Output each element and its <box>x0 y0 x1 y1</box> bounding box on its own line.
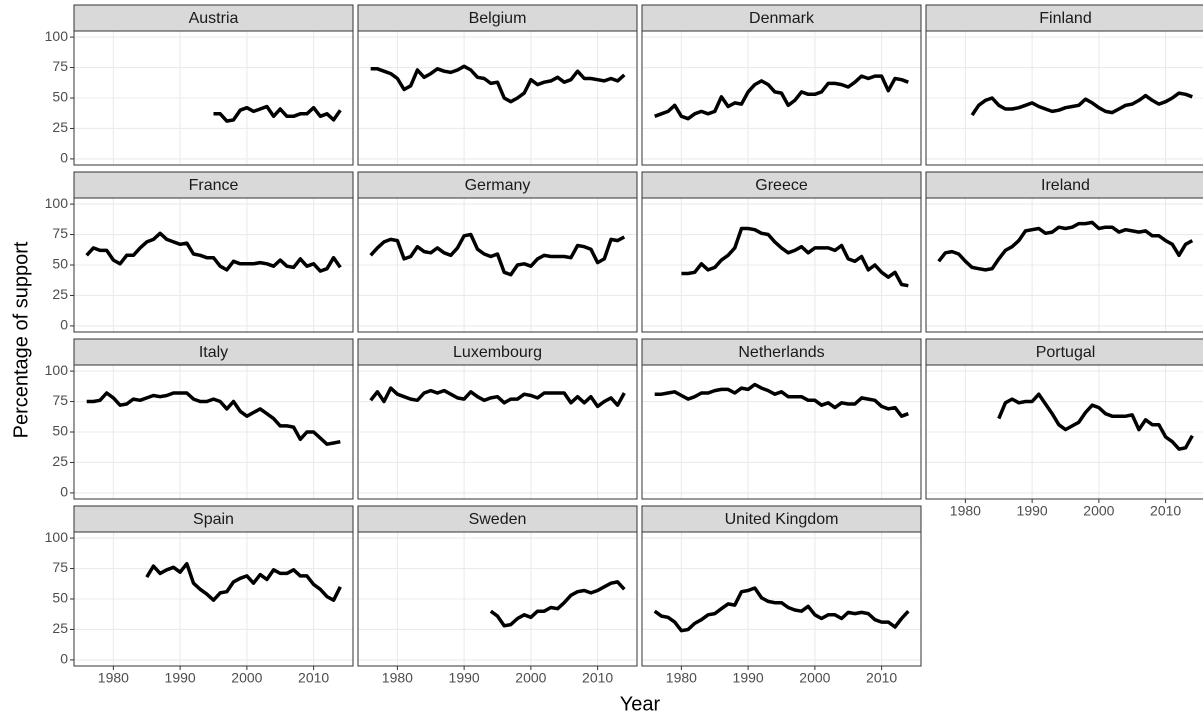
panel-title: Portugal <box>1036 344 1096 361</box>
x-tick-label: 2010 <box>298 670 329 686</box>
data-line <box>369 386 626 409</box>
x-tick-label: 1990 <box>1017 503 1048 519</box>
panel-border <box>357 531 638 667</box>
x-tick-label: 2000 <box>515 670 546 686</box>
panel-title: Austria <box>189 10 239 27</box>
panel-border <box>925 364 1203 500</box>
panel-border <box>641 364 922 500</box>
x-tick-label: 1990 <box>165 670 196 686</box>
strip <box>641 171 922 199</box>
strip <box>357 4 638 32</box>
strip <box>73 338 354 366</box>
y-tick-label: 75 <box>52 58 68 74</box>
strip <box>925 171 1203 199</box>
panel-title: United Kingdom <box>725 511 839 528</box>
y-tick-label: 0 <box>60 150 68 166</box>
x-tick-label: 2000 <box>231 670 262 686</box>
panel-border <box>641 531 922 667</box>
y-tick-label: 0 <box>60 651 68 667</box>
y-tick-label: 75 <box>52 559 68 575</box>
panel-title: Luxembourg <box>453 344 542 361</box>
x-tick-label: 1980 <box>98 670 129 686</box>
panel-title: Belgium <box>469 10 527 27</box>
data-line <box>997 392 1194 451</box>
panel-border <box>357 364 638 500</box>
x-tick-label: 1990 <box>733 670 764 686</box>
panel-border <box>357 197 638 333</box>
y-tick-label: 50 <box>52 590 68 606</box>
x-tick-label: 1980 <box>382 670 413 686</box>
panel-title: Denmark <box>749 10 815 27</box>
strip <box>73 505 354 533</box>
y-tick-label: 75 <box>52 225 68 241</box>
panel-border <box>925 197 1203 333</box>
data-line <box>681 226 909 288</box>
y-tick-label: 50 <box>52 89 68 105</box>
panel-border <box>73 531 354 667</box>
y-tick-label: 25 <box>52 286 68 302</box>
x-tick-label: 2010 <box>866 670 897 686</box>
data-line <box>970 91 1193 117</box>
y-tick-label: 25 <box>52 620 68 636</box>
data-line <box>369 232 626 277</box>
panel-title: Sweden <box>469 511 527 528</box>
strip <box>641 505 922 533</box>
y-tick-label: 100 <box>45 28 69 44</box>
strip <box>641 4 922 32</box>
strip <box>73 171 354 199</box>
panel-title: Germany <box>465 177 531 194</box>
data-line <box>654 382 909 418</box>
data-line <box>85 231 342 273</box>
panel-border <box>641 197 922 333</box>
panel-border <box>73 197 354 333</box>
panel-title: Italy <box>199 344 228 361</box>
y-tick-label: 100 <box>45 362 69 378</box>
panel-border <box>357 30 638 166</box>
y-tick-label: 25 <box>52 119 68 135</box>
x-tick-label: 2000 <box>1083 503 1114 519</box>
y-tick-label: 50 <box>52 256 68 272</box>
x-tick-label: 2010 <box>1150 503 1181 519</box>
panel-border <box>641 30 922 166</box>
panel-title: Greece <box>755 177 808 194</box>
strip <box>925 338 1203 366</box>
data-line <box>654 74 909 121</box>
data-line <box>86 391 341 446</box>
y-tick-label: 100 <box>45 529 69 545</box>
panel-title: Ireland <box>1041 177 1090 194</box>
y-tick-label: 50 <box>52 423 68 439</box>
data-line <box>213 104 342 123</box>
panel-title: Spain <box>193 511 234 528</box>
x-axis-title: Year <box>620 693 661 715</box>
strip <box>357 171 638 199</box>
y-tick-label: 0 <box>60 484 68 500</box>
panel-border <box>73 364 354 500</box>
x-tick-label: 1990 <box>449 670 480 686</box>
y-tick-label: 100 <box>45 195 69 211</box>
data-line <box>370 64 626 104</box>
data-line <box>653 586 910 633</box>
panel-title: Netherlands <box>738 344 824 361</box>
panel-border <box>925 30 1203 166</box>
y-axis-title: Percentage of support <box>10 241 32 438</box>
y-tick-label: 75 <box>52 392 68 408</box>
panel-title: France <box>189 177 239 194</box>
data-line <box>489 580 626 628</box>
x-tick-label: 2000 <box>799 670 830 686</box>
data-line <box>145 561 342 602</box>
y-tick-label: 0 <box>60 317 68 333</box>
y-tick-label: 25 <box>52 453 68 469</box>
x-tick-label: 1980 <box>666 670 697 686</box>
panel-title: Finland <box>1039 10 1091 27</box>
panel-border <box>73 30 354 166</box>
x-tick-label: 1980 <box>950 503 981 519</box>
x-tick-label: 2010 <box>582 670 613 686</box>
data-line <box>937 220 1194 272</box>
strip <box>73 4 354 32</box>
